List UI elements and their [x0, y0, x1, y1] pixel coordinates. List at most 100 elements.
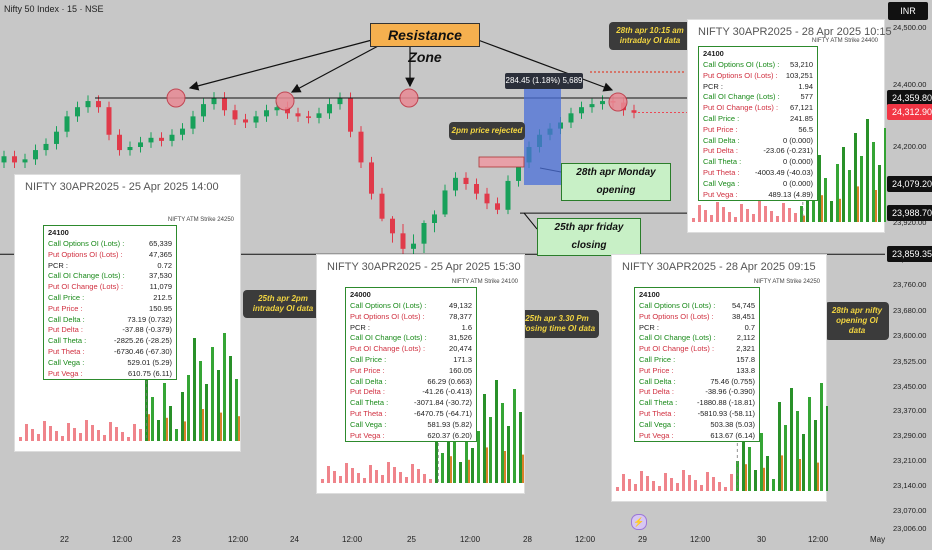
oi-bar — [652, 481, 655, 491]
oi-key: Call Price : — [48, 292, 85, 302]
oi-bar — [465, 425, 468, 483]
oi-change-bar — [238, 416, 240, 441]
oi-bar — [43, 421, 46, 441]
oi-value: 73.19 (0.732) — [127, 314, 172, 324]
candle-body — [474, 184, 479, 194]
oi-bar — [345, 463, 348, 483]
oi-bar — [25, 424, 28, 441]
oi-row: Put Delta : -41.26 (-0.413) — [346, 387, 476, 398]
oi-key: PCR : — [703, 81, 724, 91]
oi-bar — [109, 422, 112, 441]
oi-row: Call Options OI (Lots) : 54,745 — [635, 301, 759, 312]
oi-value: 489.13 (4.89) — [768, 189, 813, 199]
oi-bar — [381, 475, 384, 483]
oi-bar — [199, 361, 202, 441]
oi-value: 1.94 — [798, 81, 813, 91]
oi-value: 1.6 — [461, 322, 472, 332]
y-tick-label: 23,600.00 — [893, 331, 927, 340]
oi-bar — [782, 203, 785, 222]
oi-row: Call Delta : 75.46 (0.755) — [635, 377, 759, 388]
oi-key: Call Price : — [639, 354, 676, 364]
oi-row: Put Vega : 620.37 (6.20) — [346, 431, 476, 442]
oi-bar — [97, 430, 100, 441]
range-measure-box — [524, 89, 561, 185]
candle-body — [148, 137, 154, 143]
oi-bar — [205, 384, 208, 441]
panel-title: NIFTY 30APR2025 - 25 Apr 2025 15:30 — [327, 261, 521, 273]
oi-bar — [692, 218, 695, 222]
oi-key: Put Vega : — [48, 368, 83, 378]
candle-body — [432, 214, 437, 223]
oi-bar — [764, 206, 767, 222]
oi-bar — [800, 206, 803, 222]
oi-change-bar — [450, 456, 452, 483]
x-tick-label: 30 — [757, 535, 766, 544]
oi-key: Call Theta : — [350, 398, 389, 408]
candle-body — [495, 203, 500, 210]
oi-value: 577 — [800, 92, 813, 102]
oi-bar — [333, 471, 336, 483]
oi-bar — [836, 164, 839, 222]
oi-row: Call Options OI (Lots) : 65,339 — [44, 239, 176, 250]
oi-bar — [866, 119, 869, 222]
oi-key: Put OI Change (Lots) : — [48, 282, 124, 292]
resistance-circle — [399, 88, 419, 108]
oi-key: Put Vega : — [350, 430, 385, 440]
strike-header: 24000 — [350, 290, 371, 299]
oi-key: Put Options OI (Lots) : — [48, 249, 123, 259]
oi-row: Put Vega : 610.75 (6.11) — [44, 369, 176, 380]
oi-key: Call Delta : — [350, 376, 387, 386]
oi-key: Call Delta : — [639, 376, 676, 386]
oi-value: 47,365 — [149, 249, 172, 259]
price-tag: 23,859.35 — [887, 246, 932, 263]
oi-bar — [796, 411, 799, 491]
oi-key: Put Delta : — [639, 387, 675, 397]
candle-body — [337, 98, 343, 105]
oi-key: Call Options OI (Lots) : — [639, 301, 716, 310]
candle-body — [516, 162, 521, 181]
oi-row: Put Price : 160.05 — [346, 366, 476, 377]
oi-data-table: 24000 Call Options OI (Lots) : 49,132 Put O… — [345, 287, 477, 443]
oi-histogram — [692, 46, 886, 222]
oi-bar — [399, 472, 402, 483]
oi-value: 20,474 — [449, 344, 472, 354]
lightning-icon[interactable]: ⚡ — [631, 514, 647, 530]
oi-bar — [808, 397, 811, 491]
oi-data-table: 24100 Call Options OI (Lots) : 54,745 Put O… — [634, 287, 760, 443]
candle-body — [64, 116, 70, 132]
oi-bar — [55, 431, 58, 441]
resistance-arrow — [290, 44, 381, 93]
x-tick-label: 22 — [60, 535, 69, 544]
candle-body — [348, 98, 353, 132]
oi-bar — [884, 128, 886, 222]
oi-row: Call Vega : 581.93 (5.82) — [346, 420, 476, 431]
oi-bar — [235, 379, 238, 441]
x-tick-label: 12:00 — [575, 535, 596, 544]
price-tag: 23,988.70 — [887, 205, 932, 222]
oi-bar — [766, 456, 769, 491]
oi-bar — [441, 453, 444, 483]
x-tick-label: 12:00 — [342, 535, 363, 544]
currency-button[interactable]: INR — [888, 2, 928, 20]
candle-body — [400, 233, 406, 249]
candle-body — [201, 104, 206, 117]
oi-bar — [363, 478, 366, 483]
oi-change-bar — [817, 462, 819, 491]
oi-key: PCR : — [350, 322, 371, 332]
oi-row: Put Options OI (Lots) : 78,377 — [346, 312, 476, 323]
oi-row: Put Theta : -6730.46 (-67.30) — [44, 347, 176, 358]
oi-key: Call OI Change (Lots) : — [48, 271, 125, 281]
oi-key: Call Options OI (Lots) : — [703, 60, 780, 69]
oi-row: Put Price : 133.8 — [635, 366, 759, 377]
oi-bar — [634, 484, 637, 491]
oi-row: Put Vega : 489.13 (4.89) — [699, 190, 817, 201]
oi-value: -6470.75 (-64.71) — [414, 408, 472, 418]
oi-key: Put Theta : — [350, 408, 387, 418]
oi-row: Call OI Change (Lots) : 2,112 — [635, 333, 759, 344]
oi-value: -41.26 (-0.413) — [422, 387, 472, 397]
oi-row: Call OI Change (Lots) : 31,526 — [346, 333, 476, 344]
oi-bar — [139, 429, 142, 441]
oi-note-25apr-330pm: 25th apr 3.30 Pm closing time OI data — [515, 310, 599, 338]
oi-bar — [357, 473, 360, 483]
oi-bar — [704, 210, 707, 222]
